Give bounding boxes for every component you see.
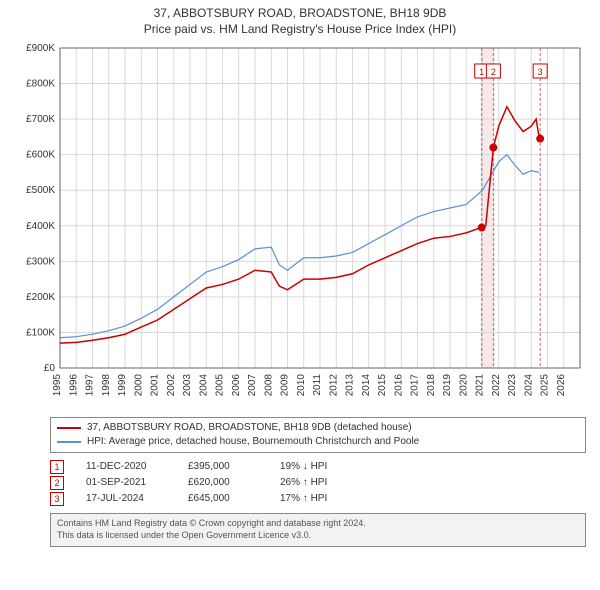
- sale-price: £395,000: [188, 459, 258, 475]
- sale-price: £645,000: [188, 491, 258, 507]
- svg-text:1995: 1995: [52, 374, 63, 397]
- svg-text:2007: 2007: [247, 374, 258, 397]
- sale-date: 01-SEP-2021: [86, 475, 166, 491]
- svg-text:2009: 2009: [280, 374, 291, 397]
- svg-text:2011: 2011: [312, 374, 323, 396]
- svg-text:2023: 2023: [507, 374, 518, 397]
- sale-price: £620,000: [188, 475, 258, 491]
- svg-text:£0: £0: [44, 363, 56, 374]
- svg-text:2001: 2001: [150, 374, 161, 397]
- sales-row: 3 17-JUL-2024 £645,000 17% ↑ HPI: [50, 491, 586, 507]
- sale-marker-2: 2: [50, 476, 64, 490]
- legend-swatch-hpi: [57, 441, 81, 443]
- svg-text:2021: 2021: [475, 374, 486, 397]
- sale-marker-3: 3: [50, 492, 64, 506]
- svg-text:2010: 2010: [296, 374, 307, 397]
- svg-text:2005: 2005: [215, 374, 226, 397]
- svg-text:2015: 2015: [377, 374, 388, 397]
- svg-text:2012: 2012: [328, 374, 339, 397]
- footer-line-2: This data is licensed under the Open Gov…: [57, 530, 579, 542]
- legend-label-hpi: HPI: Average price, detached house, Bour…: [87, 435, 419, 449]
- chart-svg: £0 £100K £200K £300K £400K £500K £600K £700K £80…: [10, 43, 590, 413]
- title-line-2: Price paid vs. HM Land Registry's House …: [0, 22, 600, 38]
- svg-text:2006: 2006: [231, 374, 242, 397]
- sales-row: 1 11-DEC-2020 £395,000 19% ↓ HPI: [50, 459, 586, 475]
- svg-text:2014: 2014: [361, 374, 372, 397]
- svg-text:2025: 2025: [540, 374, 551, 397]
- svg-text:£900K: £900K: [26, 43, 55, 54]
- legend-row: HPI: Average price, detached house, Bour…: [57, 435, 579, 449]
- svg-text:2026: 2026: [556, 374, 567, 397]
- sales-table: 1 11-DEC-2020 £395,000 19% ↓ HPI 2 01-SE…: [50, 459, 586, 507]
- svg-text:2013: 2013: [345, 374, 356, 397]
- svg-text:1999: 1999: [117, 374, 128, 397]
- svg-text:2002: 2002: [166, 374, 177, 397]
- svg-text:2: 2: [491, 67, 496, 77]
- sale-date: 11-DEC-2020: [86, 459, 166, 475]
- svg-text:£700K: £700K: [26, 114, 55, 125]
- sales-row: 2 01-SEP-2021 £620,000 26% ↑ HPI: [50, 475, 586, 491]
- svg-text:2022: 2022: [491, 374, 502, 397]
- legend-box: 37, ABBOTSBURY ROAD, BROADSTONE, BH18 9D…: [50, 417, 586, 453]
- footer-line-1: Contains HM Land Registry data © Crown c…: [57, 518, 579, 530]
- svg-text:2020: 2020: [458, 374, 469, 397]
- sale-marker-1: 1: [50, 460, 64, 474]
- svg-text:1997: 1997: [85, 374, 96, 397]
- svg-text:2017: 2017: [410, 374, 421, 397]
- svg-text:1998: 1998: [101, 374, 112, 397]
- svg-text:£400K: £400K: [26, 221, 55, 232]
- svg-text:2018: 2018: [426, 374, 437, 397]
- svg-text:£500K: £500K: [26, 185, 55, 196]
- legend-swatch-property: [57, 427, 81, 429]
- sale-delta: 19% ↓ HPI: [280, 459, 360, 475]
- svg-text:2019: 2019: [442, 374, 453, 397]
- svg-text:1: 1: [479, 67, 484, 77]
- svg-text:3: 3: [538, 67, 543, 77]
- legend-label-property: 37, ABBOTSBURY ROAD, BROADSTONE, BH18 9D…: [87, 421, 412, 435]
- svg-text:2004: 2004: [198, 374, 209, 397]
- svg-text:£200K: £200K: [26, 292, 55, 303]
- title-line-1: 37, ABBOTSBURY ROAD, BROADSTONE, BH18 9D…: [0, 6, 600, 22]
- chart-container: 37, ABBOTSBURY ROAD, BROADSTONE, BH18 9D…: [0, 0, 600, 590]
- sale-delta: 17% ↑ HPI: [280, 491, 360, 507]
- svg-text:2008: 2008: [263, 374, 274, 397]
- chart-area: £0 £100K £200K £300K £400K £500K £600K £700K £80…: [10, 43, 590, 413]
- legend-row: 37, ABBOTSBURY ROAD, BROADSTONE, BH18 9D…: [57, 421, 579, 435]
- svg-text:2016: 2016: [393, 374, 404, 397]
- sale-date: 17-JUL-2024: [86, 491, 166, 507]
- title-block: 37, ABBOTSBURY ROAD, BROADSTONE, BH18 9D…: [0, 0, 600, 37]
- sale-delta: 26% ↑ HPI: [280, 475, 360, 491]
- svg-text:2024: 2024: [523, 374, 534, 397]
- svg-text:£800K: £800K: [26, 79, 55, 90]
- svg-text:2003: 2003: [182, 374, 193, 397]
- svg-text:£600K: £600K: [26, 150, 55, 161]
- footer-box: Contains HM Land Registry data © Crown c…: [50, 513, 586, 546]
- svg-text:£300K: £300K: [26, 257, 55, 268]
- svg-text:2000: 2000: [133, 374, 144, 397]
- svg-text:1996: 1996: [68, 374, 79, 397]
- svg-text:£100K: £100K: [26, 328, 55, 339]
